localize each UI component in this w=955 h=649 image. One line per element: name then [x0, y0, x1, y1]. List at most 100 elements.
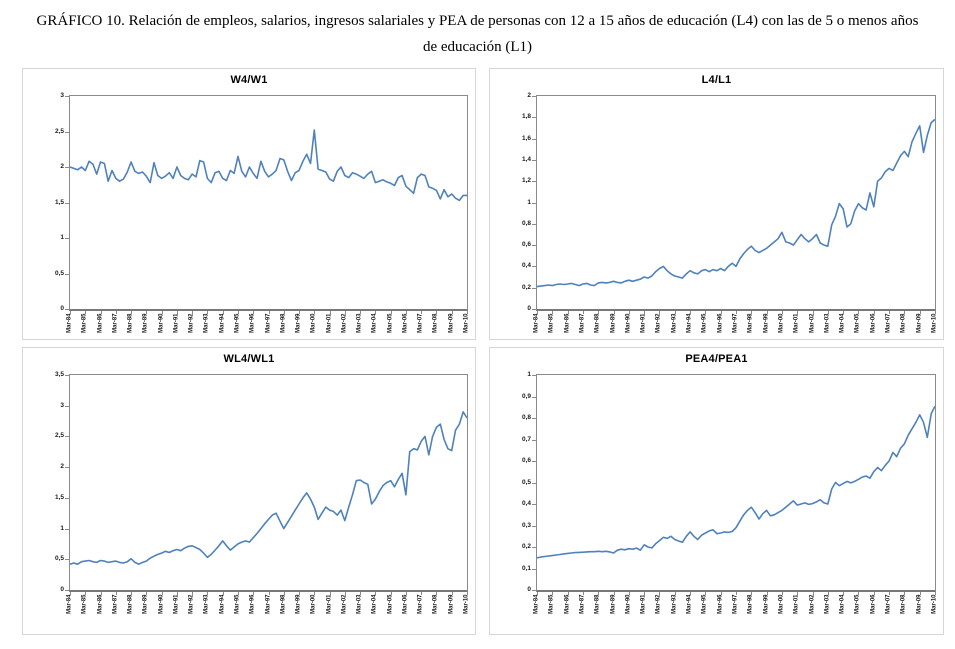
y-axis-label: 0: [527, 305, 531, 312]
x-axis-label: Mar-88: [127, 594, 134, 614]
y-axis-tick: [65, 202, 69, 204]
y-axis-label: 0,1: [521, 564, 531, 572]
y-axis-label: 2,5: [54, 127, 64, 135]
x-axis-label: Mar-91: [640, 594, 647, 614]
y-axis-tick: [532, 202, 536, 204]
x-axis-tick: [100, 311, 102, 314]
data-line: [70, 411, 467, 565]
x-axis-label: Mar-05: [854, 313, 861, 333]
x-axis-label: Mar-89: [610, 594, 617, 614]
x-axis-label: Mar-85: [81, 313, 88, 333]
y-axis-tick: [532, 266, 536, 268]
x-axis-label: Mar-08: [900, 594, 907, 614]
x-axis-label: Mar-06: [402, 313, 409, 333]
y-axis-tick: [65, 131, 69, 133]
x-axis-tick: [751, 311, 753, 314]
y-axis-label: 0: [60, 305, 64, 312]
x-axis-label: Mar-94: [686, 313, 693, 333]
chart-title: PEA4/PEA1: [685, 353, 748, 365]
x-axis-tick: [436, 311, 438, 314]
y-axis-tick: [532, 287, 536, 289]
y-axis-label: 0,4: [521, 500, 531, 507]
y-axis-label: 0: [60, 586, 64, 593]
x-axis-tick: [268, 311, 270, 314]
x-axis-label: Mar-06: [870, 313, 877, 333]
x-axis-tick: [751, 592, 753, 595]
x-axis-tick: [537, 311, 538, 314]
x-axis-label: Mar-86: [564, 313, 571, 333]
x-axis-tick: [436, 592, 438, 595]
y-axis-tick: [65, 559, 69, 561]
x-axis-label: Mar-99: [763, 313, 770, 333]
x-axis-tick: [781, 311, 783, 314]
x-axis-label: Mar-84: [66, 594, 73, 614]
x-axis-label: Mar-10: [463, 313, 470, 333]
x-axis-label: Mar-87: [579, 313, 586, 333]
x-axis-label: Mar-95: [234, 313, 241, 333]
x-axis-label: Mar-84: [533, 594, 540, 614]
x-axis-tick: [919, 311, 921, 314]
x-axis-tick: [70, 311, 71, 314]
chart-panel-wl4-wl1: WL4/WL1 0 0,5 1 1,5 2 2,5 3 3,5 Mar-84 Mar-85 Mar-…: [22, 347, 476, 635]
x-axis-label: Mar-97: [732, 594, 739, 614]
chart-title: W4/W1: [230, 74, 268, 86]
x-axis-tick: [736, 311, 737, 314]
chart-panel-l4-l1: L4/L1 0 0,2 0,4 0,6 0,8 1 1,2 1,4 1,6 1,8 2 Mar-84 M…: [489, 68, 944, 340]
x-axis-tick: [858, 592, 860, 595]
x-axis-label: Mar-91: [640, 313, 647, 333]
x-axis-label: Mar-00: [778, 313, 785, 333]
x-axis-label: Mar-92: [188, 594, 195, 614]
x-axis-tick: [176, 311, 178, 314]
x-axis-tick: [85, 592, 87, 595]
y-axis-tick: [65, 405, 69, 407]
x-axis-tick: [299, 311, 301, 314]
figure-caption: GRÁFICO 10. Relación de empleos, salario…: [0, 8, 955, 60]
x-axis-label: Mar-95: [234, 594, 241, 614]
y-axis-label: 1: [527, 198, 531, 206]
x-axis-tick: [812, 311, 814, 314]
x-axis-label: Mar-96: [717, 594, 724, 614]
x-axis-tick: [70, 592, 71, 595]
x-axis-tick: [283, 311, 285, 314]
x-axis-label: Mar-10: [931, 594, 938, 614]
x-axis-tick: [268, 592, 270, 595]
plot-area: [69, 95, 468, 311]
x-axis-label: Mar-94: [219, 594, 226, 614]
x-axis-label: Mar-85: [548, 594, 555, 614]
x-axis-tick: [146, 592, 148, 595]
x-axis-tick: [146, 311, 148, 314]
x-axis-tick: [253, 311, 255, 314]
y-axis-tick: [532, 396, 536, 398]
x-axis-tick: [100, 592, 102, 595]
x-axis-tick: [659, 592, 661, 595]
y-axis-label: 1,4: [521, 155, 531, 163]
x-axis-tick: [192, 311, 194, 314]
x-axis-tick: [613, 311, 615, 314]
x-axis-tick: [827, 311, 829, 314]
y-axis-label: 0,3: [521, 521, 531, 529]
x-axis-label: Mar-96: [249, 313, 256, 333]
x-axis-label: Mar-09: [448, 594, 455, 614]
x-axis-label: Mar-84: [533, 313, 540, 333]
figure-caption-line2: de educación (L1): [422, 39, 533, 55]
line-chart: [70, 411, 467, 565]
x-axis-tick: [674, 592, 676, 595]
x-axis-tick: [919, 592, 921, 595]
y-axis-tick: [532, 245, 536, 247]
x-axis-label: Mar-89: [142, 594, 149, 614]
y-axis-label: 1,6: [521, 134, 531, 142]
x-axis-tick: [644, 592, 646, 595]
x-axis-tick: [889, 311, 891, 314]
y-axis-label: 1: [60, 234, 64, 241]
x-axis-label: Mar-87: [112, 313, 119, 333]
x-axis-label: Mar-89: [610, 313, 617, 333]
x-axis-tick: [843, 592, 845, 595]
y-axis-label: 0,6: [521, 457, 531, 464]
y-axis-tick: [532, 159, 536, 161]
x-axis-tick: [314, 311, 316, 314]
x-axis-tick: [613, 592, 615, 595]
x-axis-tick: [628, 311, 630, 314]
x-axis-label: Mar-88: [594, 313, 601, 333]
x-axis-tick: [674, 311, 676, 314]
x-axis-tick: [222, 592, 224, 595]
